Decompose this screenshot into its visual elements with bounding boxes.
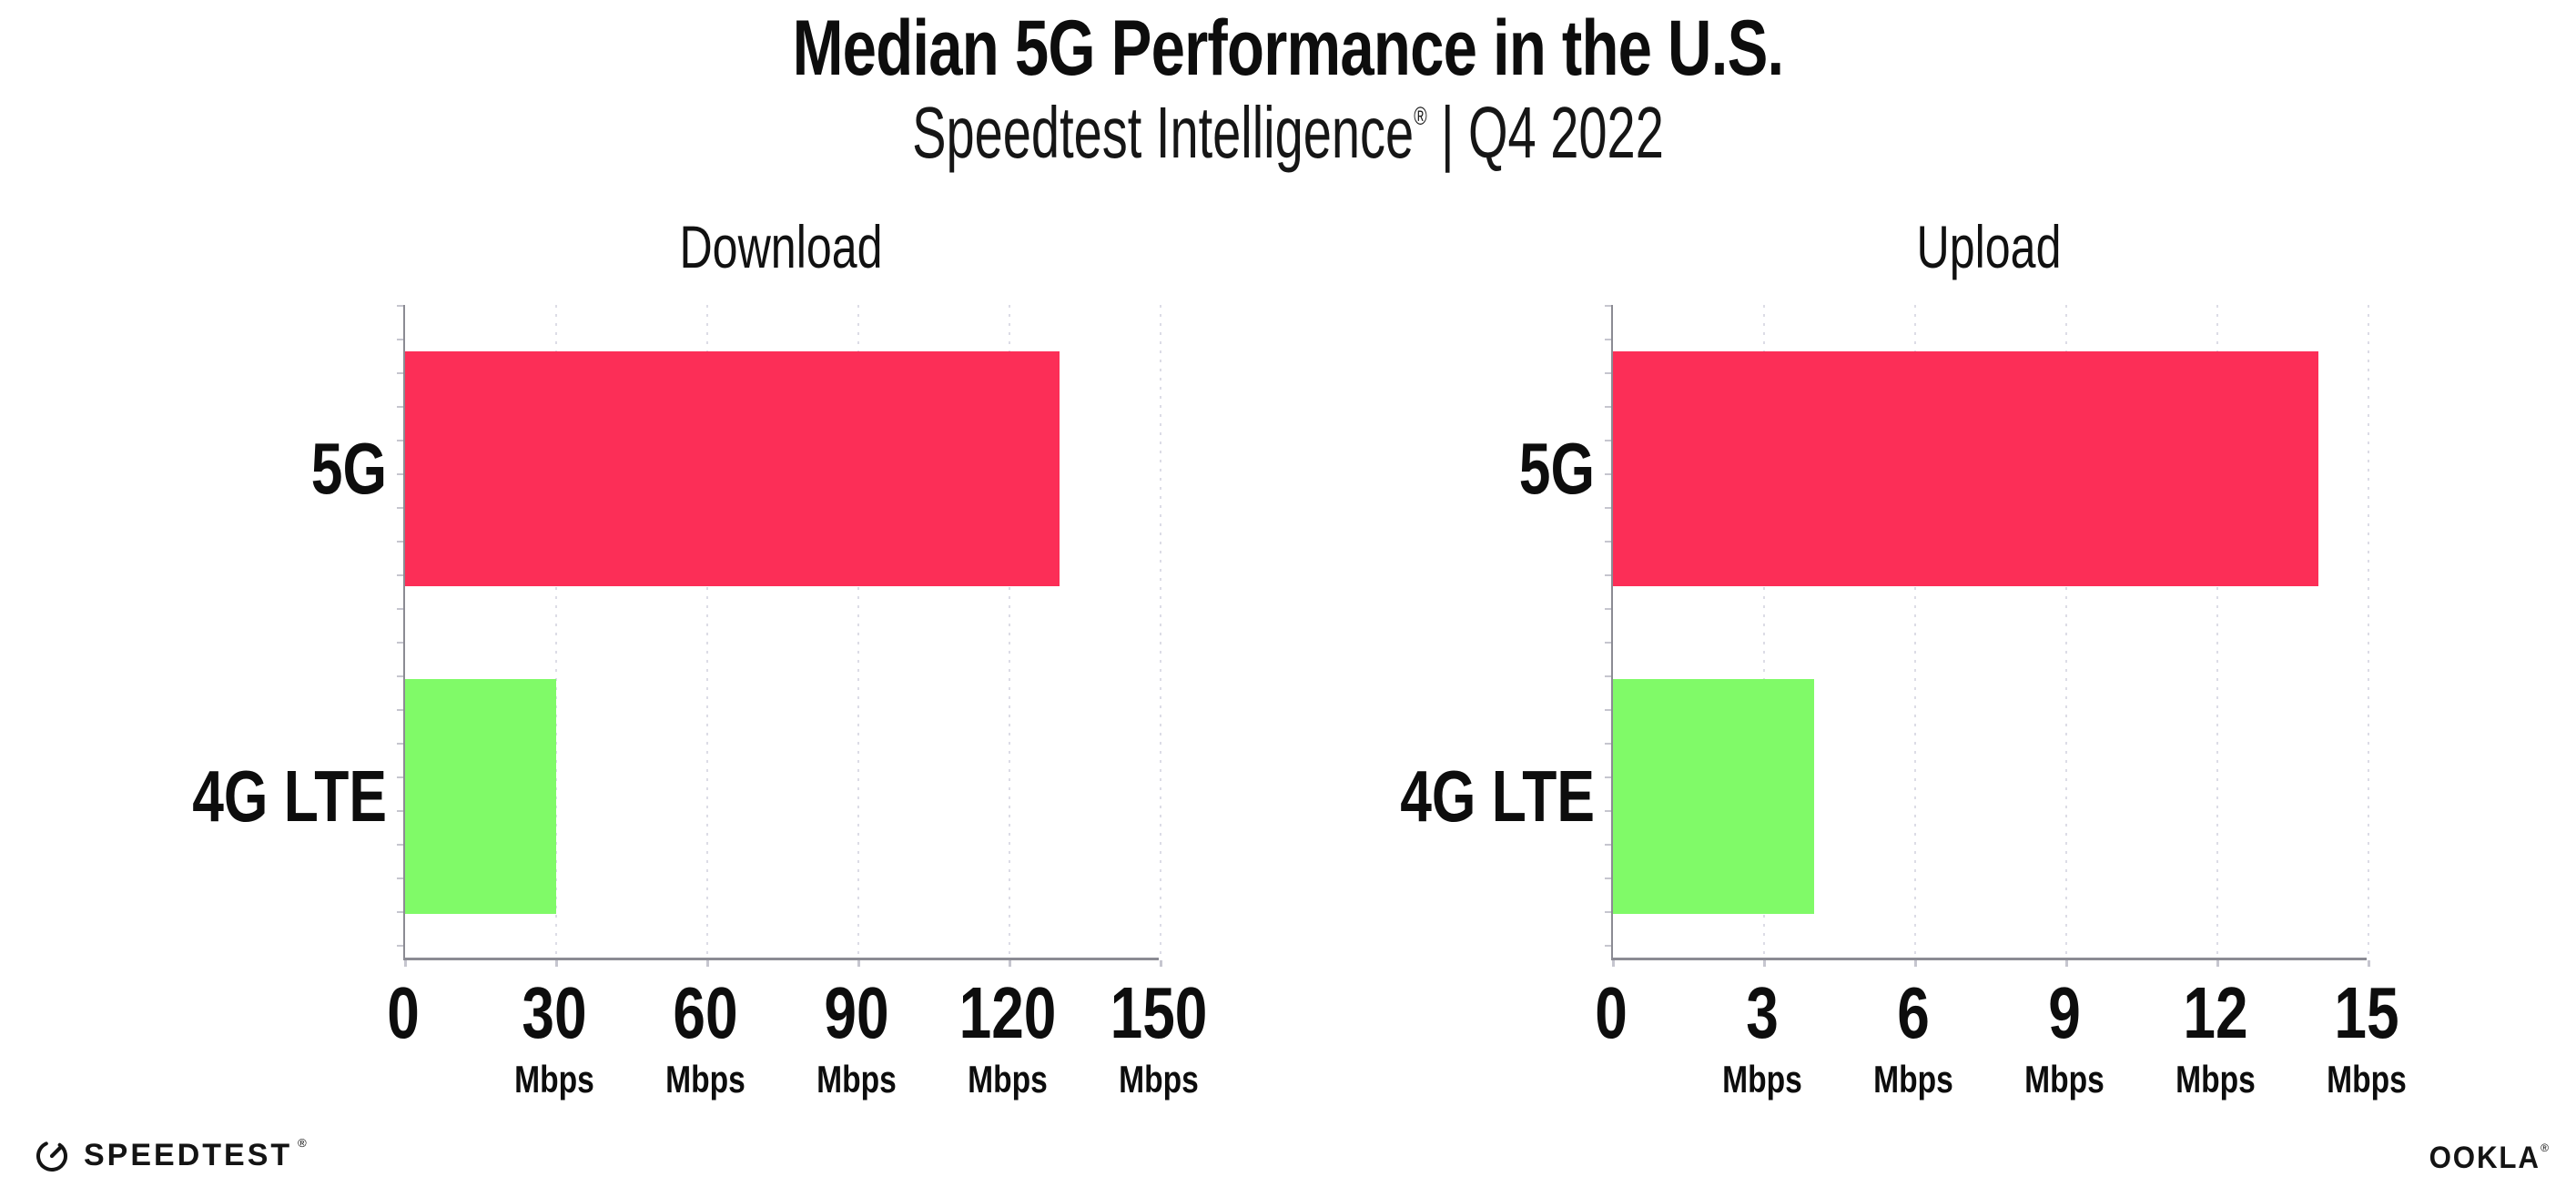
x-tick-unit: Mbps <box>514 1058 594 1101</box>
x-tick-label-download-120: 120 Mbps <box>959 977 1057 1099</box>
x-tick-label-download-150: 150 Mbps <box>1111 977 1208 1099</box>
x-tick-unit: Mbps <box>816 1058 897 1101</box>
gridline-download-150 <box>1160 305 1161 958</box>
gridline-download-90 <box>857 305 859 958</box>
chart-title-upload: Upload <box>1916 213 2062 280</box>
plot-area-upload <box>1605 305 2370 967</box>
x-tick-value: 9 <box>2048 972 2081 1053</box>
speedtest-wordmark: SPEEDTEST <box>84 1138 293 1172</box>
gridline-upload-6 <box>1914 305 1916 958</box>
gridline-download-30 <box>555 305 557 958</box>
x-tick-unit: Mbps <box>2327 1058 2407 1101</box>
x-tickmark-upload-6 <box>1914 960 1917 967</box>
x-tickmark-download-0 <box>404 960 407 967</box>
subtitle-separator: | <box>1441 92 1455 173</box>
x-tick-label-upload-6: 6 Mbps <box>1873 977 1953 1099</box>
plot-area-download <box>397 305 1162 967</box>
bar-download-5g <box>405 351 1060 586</box>
category-label-upload-4g-lte: 4G LTE <box>1400 756 1595 837</box>
x-tickmark-upload-3 <box>1763 960 1766 967</box>
x-tick-unit: Mbps <box>2024 1058 2104 1101</box>
x-tick-unit: Mbps <box>2175 1058 2256 1101</box>
x-tick-value: 12 <box>2183 972 2248 1053</box>
x-tick-unit: Mbps <box>1722 1058 1802 1101</box>
x-tick-unit: Mbps <box>1873 1058 1953 1101</box>
x-tick-unit: Mbps <box>968 1058 1048 1101</box>
category-label-download-4g-lte: 4G LTE <box>192 756 387 837</box>
gridline-download-120 <box>1009 305 1010 958</box>
chart-title-download: Download <box>679 213 883 280</box>
speedtest-trademark: ® <box>298 1136 307 1150</box>
x-tick-unit: Mbps <box>1119 1058 1199 1101</box>
x-tickmark-upload-15 <box>2368 960 2370 967</box>
gridline-upload-15 <box>2368 305 2369 958</box>
subtitle-brand: Speedtest Intelligence <box>912 92 1415 173</box>
x-tick-value: 0 <box>387 972 420 1053</box>
speedtest-gauge-icon <box>36 1141 67 1172</box>
x-tick-unit: Mbps <box>665 1058 745 1101</box>
x-tick-label-upload-3: 3 Mbps <box>1722 977 1802 1099</box>
x-tickmark-upload-0 <box>1612 960 1615 967</box>
x-tick-label-download-0: 0 <box>387 977 420 1050</box>
page-subtitle: Speedtest Intelligence® | Q4 2022 <box>387 96 2190 169</box>
x-tickmark-download-60 <box>706 960 709 967</box>
bar-upload-5g <box>1613 351 2318 586</box>
x-tickmark-download-150 <box>1160 960 1162 967</box>
x-tickmark-upload-12 <box>2216 960 2219 967</box>
x-tick-value: 120 <box>958 972 1057 1053</box>
x-tick-value: 60 <box>673 972 738 1053</box>
x-tick-label-upload-12: 12 Mbps <box>2175 977 2256 1099</box>
ookla-wordmark: OOKLA <box>2429 1141 2541 1175</box>
gridline-upload-9 <box>2065 305 2067 958</box>
x-tick-value: 90 <box>824 972 889 1053</box>
bar-upload-4g-lte <box>1613 679 1815 914</box>
x-tick-label-download-60: 60 Mbps <box>665 977 745 1099</box>
category-label-upload-5g: 5G <box>1518 428 1595 509</box>
gridline-upload-3 <box>1763 305 1765 958</box>
x-tickmark-upload-9 <box>2065 960 2068 967</box>
bar-download-4g-lte <box>405 679 556 914</box>
x-tick-value: 15 <box>2334 972 2399 1053</box>
x-tick-label-upload-9: 9 Mbps <box>2024 977 2104 1099</box>
ookla-logo: OOKLA ® <box>2419 1140 2549 1176</box>
x-tick-value: 30 <box>522 972 587 1053</box>
subtitle-period: Q4 2022 <box>1468 92 1664 173</box>
x-tick-label-upload-0: 0 <box>1595 977 1628 1050</box>
registered-mark: ® <box>1414 102 1427 130</box>
page-title: Median 5G Performance in the U.S. <box>792 5 1785 92</box>
x-tickmark-download-120 <box>1009 960 1011 967</box>
speedtest-logo: SPEEDTEST ® <box>33 1134 307 1176</box>
x-tick-value: 150 <box>1110 972 1208 1053</box>
x-tick-label-download-30: 30 Mbps <box>514 977 594 1099</box>
x-tickmark-download-30 <box>555 960 558 967</box>
x-tick-value: 3 <box>1746 972 1779 1053</box>
ookla-trademark: ® <box>2541 1141 2549 1154</box>
x-tick-label-upload-15: 15 Mbps <box>2327 977 2407 1099</box>
x-tickmark-download-90 <box>857 960 860 967</box>
x-tick-value: 6 <box>1897 972 1930 1053</box>
category-label-download-5g: 5G <box>310 428 387 509</box>
gridline-upload-12 <box>2216 305 2218 958</box>
gridline-download-60 <box>706 305 708 958</box>
x-tick-value: 0 <box>1595 972 1628 1053</box>
x-tick-label-download-90: 90 Mbps <box>816 977 897 1099</box>
